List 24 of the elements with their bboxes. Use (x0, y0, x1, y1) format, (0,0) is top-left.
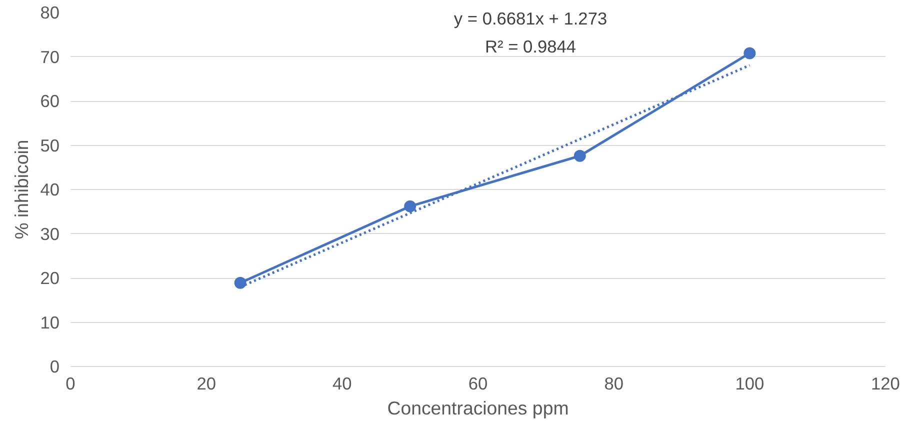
y-tick-label: 50 (40, 135, 60, 156)
point (404, 200, 416, 212)
y-tick-label: 20 (40, 268, 60, 288)
x-tick-label: 40 (332, 374, 352, 394)
x-tick-label: 60 (468, 374, 488, 394)
annotation: y = 0.6681x + 1.273 (454, 8, 608, 28)
point (234, 276, 246, 289)
annotation: R² = 0.9844 (484, 36, 576, 56)
point (744, 47, 756, 60)
x-tick-label: 80 (604, 374, 624, 394)
y-tick-label: 30 (40, 224, 60, 244)
y-axis-title: % inhibicoin (11, 140, 32, 240)
point (574, 150, 586, 162)
x-tick-label: 120 (871, 374, 900, 394)
x-axis-title: Concentraciones ppm (387, 398, 569, 418)
y-tick-label: 60 (40, 91, 60, 111)
x-tick-label: 100 (735, 374, 764, 394)
y-tick-label: 10 (40, 312, 60, 332)
y-tick-label: 0 (50, 356, 60, 376)
y-tick-label: 80 (40, 2, 60, 22)
x-tick-label: 20 (196, 374, 216, 394)
y-tick-label: 40 (40, 180, 60, 200)
x-tick-label: 0 (66, 374, 76, 394)
y-tick-label: 70 (40, 46, 60, 67)
